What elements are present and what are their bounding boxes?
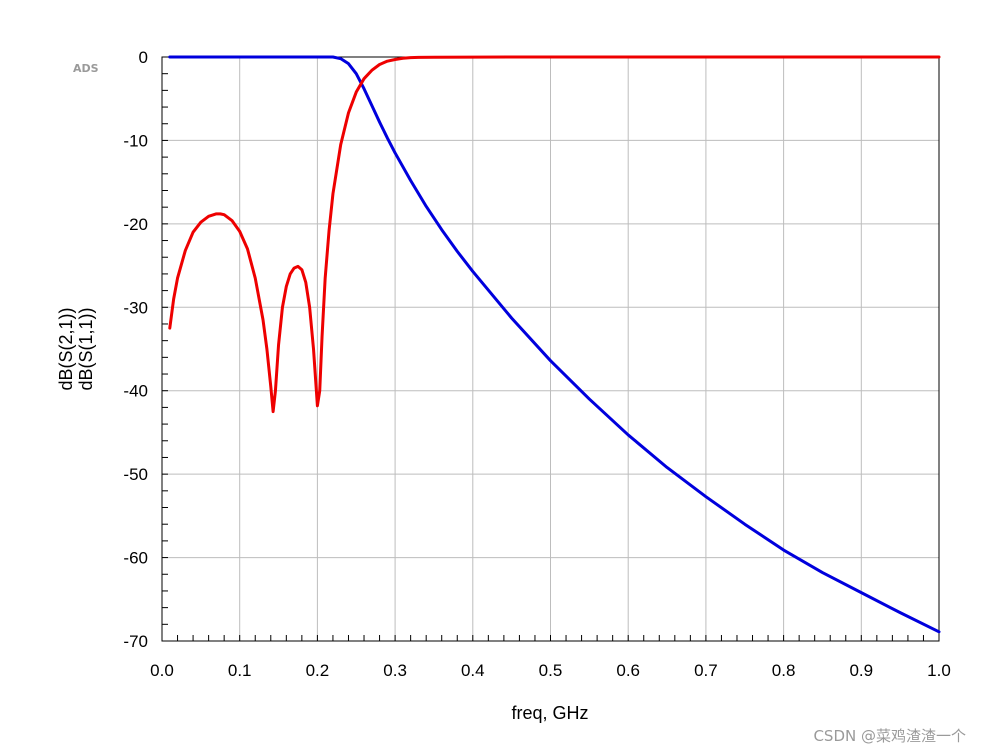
- x-tick-label: 0.4: [461, 661, 485, 680]
- y-tick-label: -70: [123, 632, 148, 651]
- x-tick-label: 0.0: [150, 661, 174, 680]
- y-tick-label: -60: [123, 549, 148, 568]
- y-tick-label: -40: [123, 382, 148, 401]
- x-tick-label: 0.9: [849, 661, 873, 680]
- y-tick-label: -30: [123, 298, 148, 317]
- ads-logo: ADS: [73, 62, 99, 75]
- x-tick-label: 0.6: [616, 661, 640, 680]
- x-tick-label: 0.8: [772, 661, 796, 680]
- x-tick-label: 0.1: [228, 661, 252, 680]
- series-group: [168, 55, 941, 634]
- legend-label-s21: dB(S(2,1)): [56, 307, 76, 390]
- watermark: CSDN @菜鸡渣渣一个: [813, 727, 966, 745]
- legend-label-s11: dB(S(1,1)): [76, 307, 96, 390]
- y-tick-labels: 0 -10 -20 -30 -40 -50 -60 -70: [123, 48, 148, 651]
- y-tick-label: -50: [123, 465, 148, 484]
- x-tick-label: 0.7: [694, 661, 718, 680]
- y-tick-label: -20: [123, 215, 148, 234]
- x-axis-title: freq, GHz: [511, 703, 588, 723]
- x-tick-label: 1.0: [927, 661, 951, 680]
- y-tick-label: -10: [123, 131, 148, 150]
- series-line-s21: [168, 55, 941, 634]
- x-tick-label: 0.2: [306, 661, 330, 680]
- y-tick-label: 0: [139, 48, 148, 67]
- x-tick-label: 0.3: [383, 661, 407, 680]
- series-line-s11: [168, 55, 941, 414]
- x-tick-labels: 0.0 0.1 0.2 0.3 0.4 0.5 0.6 0.7 0.8 0.9 1.0: [150, 661, 951, 680]
- minor-ticks: [161, 56, 940, 642]
- x-tick-label: 0.5: [539, 661, 563, 680]
